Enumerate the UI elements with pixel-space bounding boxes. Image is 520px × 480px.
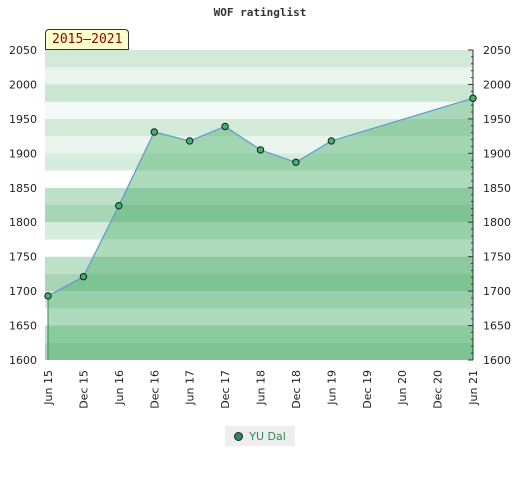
x-tick-label: Jun 21 [467,370,480,406]
background-band [45,239,473,257]
y-tick-label-left: 2050 [9,44,37,57]
data-point [150,128,158,136]
y-tick-label-right: 2000 [483,78,511,91]
background-band [45,325,473,343]
x-tick-label: Jun 20 [396,370,409,406]
background-band [45,136,473,154]
background-band [45,205,473,223]
background-band [45,291,473,309]
y-tick-label-right: 2050 [483,44,511,57]
background-band [45,153,473,171]
x-tick-label: Dec 18 [290,370,303,409]
background-band [45,308,473,326]
y-tick-label-left: 1750 [9,251,37,264]
background-band [45,222,473,240]
area-fill-path [48,98,473,360]
data-point [327,137,336,145]
x-tick-label: Jun 16 [113,370,126,406]
background-band [45,101,473,119]
background-band [45,256,473,274]
y-tick-label-left: 1600 [9,354,37,367]
x-tick-label: Dec 15 [77,370,90,409]
x-tick-label: Jun 17 [184,370,197,406]
x-tick-label: Dec 19 [361,370,374,409]
x-tick-label: Dec 20 [432,370,445,409]
chart-title: WOF ratinglist [213,6,307,19]
background-band [45,67,473,85]
background-band [45,187,473,205]
data-point [221,122,229,131]
background-band [45,170,473,188]
y-tick-label-right: 1750 [483,251,511,264]
background-band [45,50,473,68]
y-tick-label-left: 1700 [9,285,37,298]
x-tick-label: Jun 15 [42,370,55,406]
x-tick-label: Dec 17 [219,370,232,409]
y-tick-label-right: 1800 [483,216,511,229]
data-point [256,146,265,154]
series-line-path [47,97,474,297]
y-tick-label-left: 1800 [9,216,37,229]
y-tick-label-left: 1850 [9,182,37,195]
background-band [45,342,473,360]
background-band [45,273,473,292]
y-tick-label-right: 1600 [483,354,511,367]
y-tick-label-right: 1650 [483,320,511,333]
y-tick-label-left: 1900 [9,147,37,160]
data-point [292,158,300,166]
series-line [47,97,474,360]
y-tick-label-right: 1900 [483,147,511,160]
legend-series-label: YU Dal [249,429,286,443]
background-band [45,84,473,102]
x-tick-label: Dec 16 [148,370,161,409]
y-tick-label-left: 1650 [9,320,37,333]
y-tick-label-left: 1950 [9,113,37,126]
y-tick-label-left: 2000 [9,78,37,91]
data-point [469,94,477,102]
date-range-badge: 2015–2021 [45,29,130,50]
data-point [44,292,52,300]
data-point [79,272,88,281]
data-point [185,137,194,145]
y-tick-label-right: 1700 [483,285,511,298]
axes: 1600 1600 1650 1650 1700 1700 1750 1750 1800 1800… [9,44,511,409]
series-points [44,94,477,300]
data-point [115,201,123,210]
y-tick-label-right: 1850 [483,182,511,195]
y-tick-label-right: 1950 [483,113,511,126]
legend[interactable]: YU Dal [225,426,295,446]
x-tick-label: Jun 19 [325,370,338,406]
area-fill [48,98,473,360]
x-tick-label: Jun 18 [255,370,268,406]
legend-marker-icon [234,431,244,441]
